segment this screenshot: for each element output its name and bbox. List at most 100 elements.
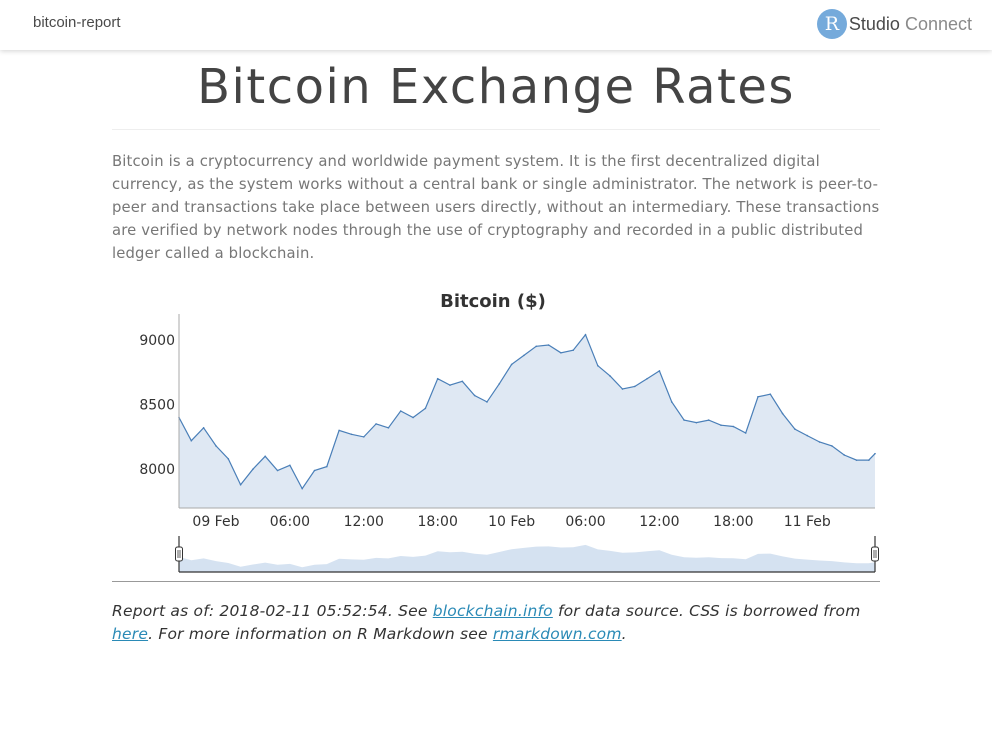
x-tick-label: 06:00	[565, 514, 605, 530]
r-logo-icon: R	[816, 9, 847, 39]
footer-text-part1: Report as of: 2018-02-11 05:52:54. See	[112, 602, 433, 620]
data-point	[831, 445, 833, 447]
data-point	[781, 412, 784, 415]
rstudio-connect-logo[interactable]: R Studio Connect	[816, 9, 972, 39]
data-point	[362, 436, 365, 438]
footer-text-part3: . For more information on R Markdown see	[148, 625, 493, 643]
data-point	[818, 441, 821, 443]
data-point	[757, 395, 759, 398]
data-point	[399, 410, 402, 412]
data-point	[560, 352, 562, 354]
data-point	[375, 423, 377, 425]
data-point	[584, 333, 587, 336]
navigator-right-handle	[871, 546, 879, 562]
data-point	[486, 401, 488, 403]
main-plot	[178, 333, 876, 508]
y-tick-label: 8000	[139, 462, 175, 478]
data-point	[449, 384, 451, 386]
data-point	[239, 483, 242, 486]
data-point	[424, 407, 427, 410]
brand-studio-text: Studio	[848, 13, 900, 34]
data-point	[264, 455, 267, 458]
x-tick-label: 12:00	[639, 514, 679, 530]
data-point	[843, 454, 846, 456]
data-point	[744, 432, 747, 434]
data-point	[633, 385, 636, 388]
series-line	[178, 333, 876, 490]
data-point	[387, 427, 390, 429]
top-navbar: bitcoin-report R Studio Connect	[0, 0, 992, 50]
footer-text-part2: for data source. CSS is borrowed from	[552, 602, 861, 620]
data-point	[547, 344, 550, 346]
report-footer: Report as of: 2018-02-11 05:52:54. See b…	[112, 581, 880, 646]
data-point	[806, 434, 809, 437]
data-point	[720, 424, 722, 427]
data-point	[498, 383, 501, 385]
data-point	[412, 416, 414, 419]
y-axis: 8000 8500 9000	[139, 314, 180, 508]
series-area	[179, 334, 875, 508]
data-point	[473, 394, 476, 397]
y-tick-label: 8500	[139, 398, 175, 414]
data-point	[868, 459, 870, 461]
blockchain-link[interactable]: blockchain.info	[432, 602, 553, 620]
data-point	[572, 349, 574, 352]
rmarkdown-link[interactable]: rmarkdown.com	[492, 625, 622, 643]
x-tick-label: 18:00	[713, 514, 753, 530]
footer-divider	[112, 581, 880, 582]
page-title: Bitcoin Exchange Rates	[197, 59, 795, 115]
data-point	[289, 464, 291, 467]
data-point	[621, 388, 624, 390]
x-tick-label: 11 Feb	[784, 514, 831, 530]
range-navigator[interactable]	[175, 536, 879, 573]
navigator-left-handle	[175, 546, 183, 562]
chart-title: Bitcoin ($)	[440, 291, 546, 312]
data-point	[461, 380, 464, 383]
css-source-link[interactable]: here	[112, 625, 149, 643]
data-point	[707, 419, 710, 421]
footer-text-part4: .	[621, 625, 627, 643]
data-point	[874, 452, 876, 455]
brand-connect-text: Connect	[904, 13, 972, 34]
data-point	[732, 425, 735, 428]
footer-text: Report as of: 2018-02-11 05:52:54. See b…	[112, 600, 880, 646]
data-point	[535, 345, 538, 348]
data-point	[338, 429, 340, 432]
navigator-area	[179, 544, 875, 572]
data-point	[301, 487, 303, 490]
data-point	[326, 465, 328, 468]
data-point	[523, 354, 525, 357]
x-axis: 09 Feb 06:00 12:00 18:00 10 Feb 06:00 12:00 18:…	[179, 507, 875, 530]
data-point	[202, 427, 205, 429]
data-point	[855, 459, 858, 461]
y-tick-label: 9000	[139, 333, 175, 349]
x-tick-label: 09 Feb	[192, 514, 239, 530]
intro-paragraph: Bitcoin is a cryptocurrency and worldwid…	[112, 153, 880, 262]
data-point	[695, 421, 698, 424]
data-point	[276, 469, 279, 472]
data-point	[510, 363, 513, 366]
data-point	[609, 375, 611, 377]
data-point	[683, 419, 685, 421]
data-point	[658, 370, 661, 372]
data-point	[350, 433, 353, 436]
report-content: Bitcoin Exchange Rates Bitcoin is a cryp…	[112, 50, 880, 265]
data-point	[670, 401, 673, 403]
x-tick-label: 06:00	[270, 514, 310, 530]
data-point	[190, 439, 193, 442]
title-divider	[112, 129, 880, 130]
data-point	[313, 469, 316, 472]
x-tick-label: 12:00	[344, 514, 384, 530]
bitcoin-chart[interactable]: Bitcoin ($) 8000 8500 9000 09 Feb 06:00 12:0…	[112, 282, 880, 582]
data-point	[215, 445, 217, 447]
x-tick-label: 10 Feb	[488, 514, 535, 530]
data-point	[227, 458, 230, 460]
data-point	[794, 428, 796, 430]
data-point	[646, 377, 648, 380]
data-point	[597, 364, 599, 367]
document-name-link[interactable]: bitcoin-report	[33, 14, 121, 31]
data-point	[769, 393, 772, 395]
data-point	[436, 377, 439, 380]
data-point	[252, 468, 254, 470]
chart-svg: Bitcoin ($) 8000 8500 9000 09 Feb 06:00 12:0…	[139, 291, 879, 573]
